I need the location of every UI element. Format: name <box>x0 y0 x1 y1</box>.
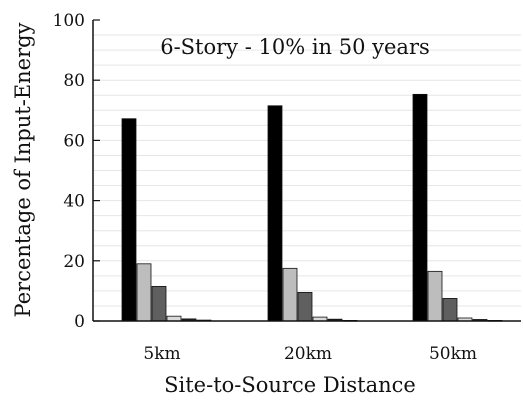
bar <box>412 93 428 322</box>
y-tick-label: 0 <box>74 312 85 332</box>
x-axis-title: Site-to-Source Distance <box>164 373 416 397</box>
x-tick-label: 5km <box>143 344 180 364</box>
y-tick-label: 100 <box>53 11 85 31</box>
grid-layer <box>93 34 521 307</box>
x-tick-label: 50km <box>429 344 477 364</box>
y-tick-label: 60 <box>63 131 85 151</box>
x-tick-label: 20km <box>284 344 332 364</box>
axis-layer <box>92 20 521 322</box>
bar <box>267 105 283 322</box>
y-tick-label: 20 <box>63 252 85 272</box>
bar <box>442 298 458 322</box>
y-axis-title: Percentage of Input-Energy <box>11 22 35 317</box>
bar <box>282 267 298 322</box>
chart-title: 6-Story - 10% in 50 years <box>160 35 430 59</box>
bar <box>151 285 167 322</box>
tick-layer: 0 20 40 60 80 100 5km 20km 50km <box>53 11 477 364</box>
bar <box>297 292 313 322</box>
y-tick-label: 40 <box>63 192 85 212</box>
bar <box>121 118 137 322</box>
bar <box>136 263 152 322</box>
bar <box>427 270 443 322</box>
bar-layer <box>121 93 503 322</box>
y-tick-label: 80 <box>63 71 85 91</box>
